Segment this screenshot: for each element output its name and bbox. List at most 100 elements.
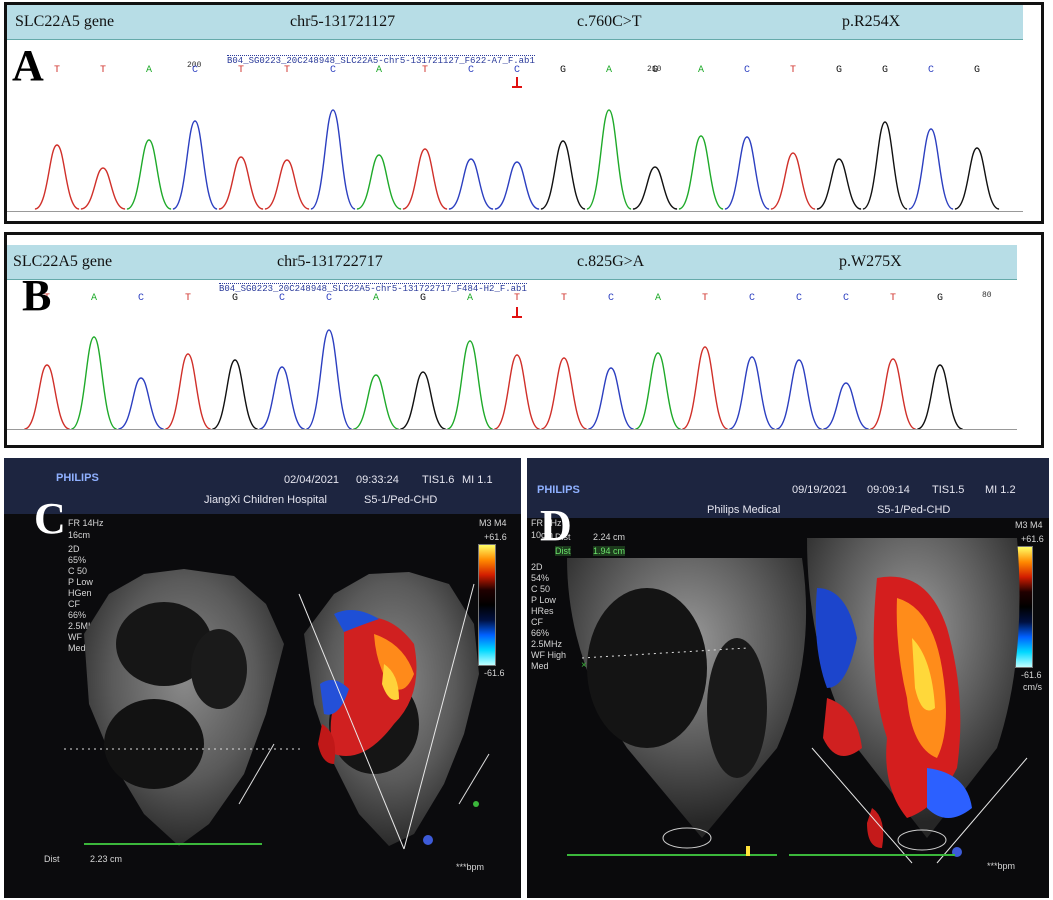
heart-rate: ***bpm bbox=[987, 861, 1016, 871]
base-call: C bbox=[330, 65, 337, 76]
trace-peak bbox=[635, 352, 681, 430]
mi-value: MI 1.1 bbox=[462, 474, 493, 486]
base-call: T bbox=[561, 293, 568, 304]
trace-peak bbox=[954, 147, 1000, 210]
panel-d-echocardiogram: PHILIPS 09/19/2021 09:09:14 TIS1.5 MI 1.… bbox=[527, 458, 1049, 898]
trace-peak bbox=[264, 159, 310, 210]
setting-value: CF bbox=[531, 617, 543, 627]
scale-mode: M3 M4 bbox=[1015, 520, 1043, 530]
trace-peak bbox=[816, 158, 862, 210]
probe: S5-1/Ped-CHD bbox=[877, 504, 951, 516]
trace-peak bbox=[447, 340, 493, 430]
panel-label-b: B bbox=[22, 271, 52, 320]
panel-b-sequencing: SLC22A5 gene chr5-131722717 c.825G>A p.W… bbox=[4, 232, 1044, 448]
base-call: T bbox=[422, 65, 429, 76]
ultrasound-image bbox=[64, 569, 490, 850]
trace-peak bbox=[448, 158, 494, 210]
gene-name: SLC22A5 gene bbox=[13, 253, 113, 270]
setting-value: 66% bbox=[68, 610, 87, 620]
trace-peak bbox=[126, 139, 172, 210]
base-call: G bbox=[836, 65, 843, 76]
velocity-min: -61.6 bbox=[1021, 670, 1042, 680]
trace-peak bbox=[24, 364, 70, 430]
setting-value: P Low bbox=[68, 577, 93, 587]
position-label: 210 bbox=[647, 65, 662, 74]
dist1-label: Dist bbox=[555, 532, 571, 542]
dist2-label: Dist bbox=[555, 546, 571, 556]
tis-value: TIS1.5 bbox=[932, 484, 965, 496]
setting-value: C 50 bbox=[531, 584, 551, 594]
heart-rate: ***bpm bbox=[456, 862, 485, 872]
trace-peak bbox=[306, 329, 352, 430]
locus: chr5-131722717 bbox=[277, 253, 383, 270]
trace-peak bbox=[310, 109, 356, 210]
trace-peak bbox=[494, 161, 540, 210]
base-call: A bbox=[376, 65, 383, 76]
base-call: A bbox=[373, 293, 380, 304]
trace-peak bbox=[71, 336, 117, 430]
trace-filename: B04_SG0223_20C248948_SLC22A5-chr5-131722… bbox=[219, 283, 527, 294]
trace-peak bbox=[400, 371, 446, 430]
trace-peak bbox=[212, 359, 258, 430]
velocity-max: +61.6 bbox=[484, 532, 507, 542]
trace-peak bbox=[165, 353, 211, 430]
trace-peak bbox=[80, 167, 126, 210]
ultrasound-image: × bbox=[567, 538, 1028, 864]
base-call: A bbox=[467, 293, 474, 304]
setting-value: 2.5MHz bbox=[68, 621, 100, 631]
trace-peak bbox=[588, 367, 634, 430]
scale-mode: M3 M4 bbox=[479, 518, 507, 528]
trace-baseline bbox=[7, 211, 1023, 212]
panel-c-echocardiogram: PHILIPS 02/04/2021 09:33:24 TIS1.6 MI 1.… bbox=[4, 458, 521, 898]
setting-value: 2D bbox=[531, 562, 543, 572]
base-call: G bbox=[652, 65, 659, 76]
base-call: G bbox=[937, 293, 944, 304]
base-call: A bbox=[698, 65, 705, 76]
scanner-header bbox=[4, 458, 521, 514]
svg-text:×: × bbox=[581, 660, 587, 671]
locus: chr5-131721127 bbox=[290, 13, 396, 30]
time-marker bbox=[746, 846, 750, 856]
trace-peak bbox=[776, 359, 822, 430]
velocity-max: +61.6 bbox=[1021, 534, 1044, 544]
trace-peak bbox=[356, 154, 402, 210]
tis-value: TIS1.6 bbox=[422, 474, 455, 486]
panel-label-a: A bbox=[12, 41, 44, 90]
base-call: G bbox=[560, 65, 567, 76]
scan-date: 02/04/2021 bbox=[284, 474, 340, 486]
position-label: 200 bbox=[187, 61, 202, 70]
setting-value: Med bbox=[531, 661, 549, 671]
base-call: C bbox=[279, 293, 286, 304]
trace-peak bbox=[402, 148, 448, 210]
institution: JiangXi Children Hospital bbox=[204, 494, 327, 506]
gene-name: SLC22A5 gene bbox=[15, 13, 115, 30]
scan-time: 09:33:24 bbox=[356, 474, 399, 486]
base-call: T bbox=[100, 65, 107, 76]
time-scale-line bbox=[84, 843, 262, 845]
base-call: T bbox=[702, 293, 709, 304]
trace-peak bbox=[729, 356, 775, 430]
chromatogram-trace bbox=[24, 307, 963, 430]
setting-value: WF High bbox=[531, 650, 567, 660]
probe: S5-1/Ped-CHD bbox=[364, 494, 438, 506]
base-call: A bbox=[91, 293, 98, 304]
setting-value: P Low bbox=[531, 595, 556, 605]
trace-peak bbox=[118, 377, 164, 430]
setting-value: 65% bbox=[68, 555, 87, 565]
protein-change: p.W275X bbox=[839, 253, 902, 270]
time-scale-line bbox=[789, 854, 955, 856]
base-call: C bbox=[468, 65, 475, 76]
brand-logo: PHILIPS bbox=[56, 472, 99, 484]
trace-peak bbox=[34, 144, 80, 210]
color-velocity-scale bbox=[478, 544, 496, 666]
trace-peak bbox=[862, 121, 908, 210]
dist2-value: 1.94 cm bbox=[593, 546, 626, 556]
base-call: C bbox=[326, 293, 333, 304]
panel-b-header: SLC22A5 gene chr5-131722717 c.825G>A p.W… bbox=[7, 245, 1017, 280]
trace-peak bbox=[678, 135, 724, 210]
chromatogram-trace bbox=[34, 77, 1000, 210]
setting-value: HGen bbox=[68, 588, 92, 598]
dist1-value: 2.24 cm bbox=[593, 532, 626, 542]
